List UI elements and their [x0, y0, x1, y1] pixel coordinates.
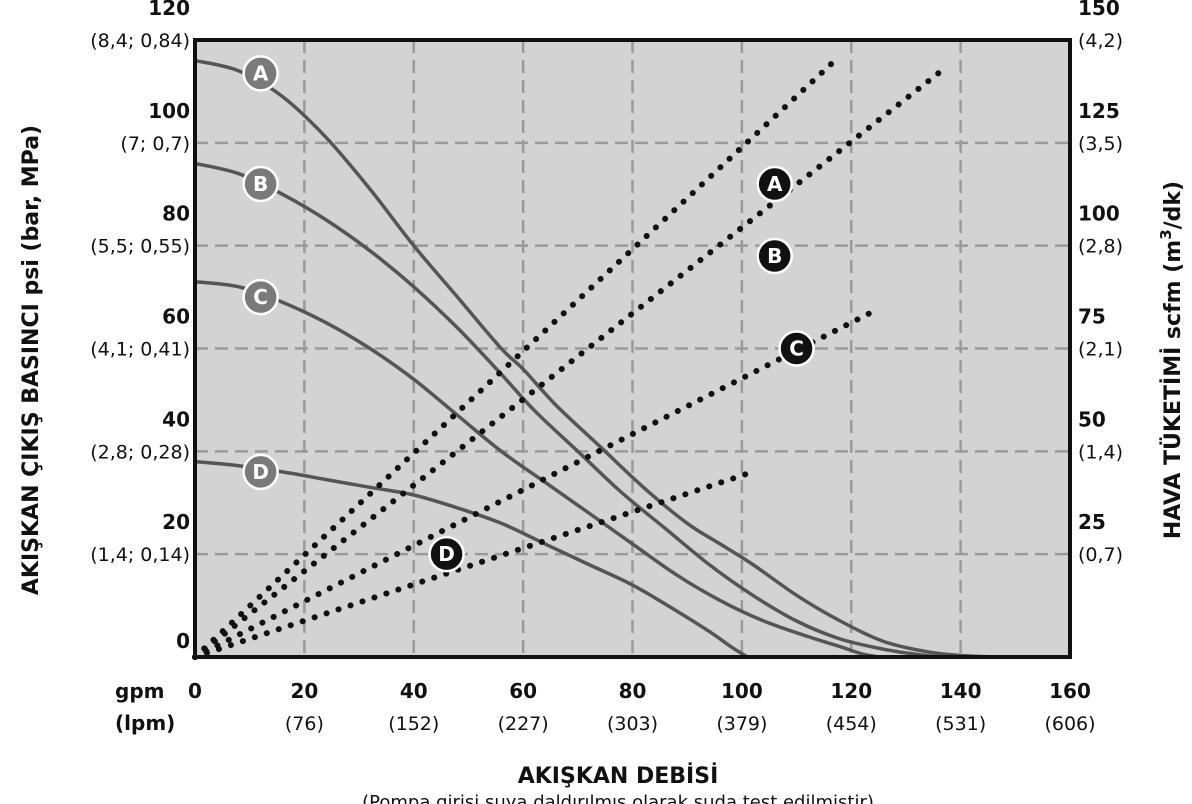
x-axis-ticks: 0 20 (76) 40 (152) 60 (227) 80 (303) 100 (379) 120 (… — [188, 679, 1096, 735]
pressure-marker-d-label: D — [252, 460, 269, 484]
air-marker-d: D — [428, 535, 465, 573]
right-axis-ticks: 25 (0,7) 50 (1,4) 75 (2,1) 100 (2,8) 125 (3,5) 150… — [1078, 0, 1123, 566]
left-tick-sublabel: (8,4; 0,84) — [90, 30, 190, 52]
air-marker-d-circle — [428, 535, 465, 573]
x-tick-sublabel: (606) — [1044, 713, 1095, 735]
right-tick-sublabel: (2,1) — [1078, 339, 1123, 361]
right-tick-sublabel: (3,5) — [1078, 133, 1123, 155]
x-tick-label: 0 — [188, 679, 202, 703]
pressure-marker-b: B — [242, 165, 279, 203]
air-marker-c-circle — [778, 330, 815, 367]
right-tick-sublabel: (2,8) — [1078, 236, 1123, 258]
left-axis-title: AKIŞKAN ÇIKIŞ BASINCI psi (bar, MPa) — [19, 125, 44, 595]
left-tick-sublabel: (2,8; 0,28) — [90, 441, 190, 463]
right-tick-sublabel: (1,4) — [1078, 441, 1123, 463]
x-tick-sublabel: (531) — [935, 713, 986, 735]
pressure-curves — [193, 58, 996, 659]
pressure-marker-b-label: B — [253, 172, 268, 196]
right-axis-title-sup: 3 — [1157, 229, 1175, 239]
air-marker-a-circle — [756, 165, 793, 203]
x-tick-sublabel: (152) — [388, 713, 439, 735]
left-tick-sublabel: (1,4; 0,14) — [90, 544, 190, 566]
pressure-marker-a-circle — [242, 55, 279, 92]
right-tick-label: 50 — [1078, 407, 1106, 431]
x-tick-label: 80 — [619, 679, 647, 703]
x-tick-sublabel: (454) — [826, 713, 877, 735]
air-line-a — [192, 57, 838, 660]
x-tick-sublabel: (227) — [498, 713, 549, 735]
pressure-marker-c-circle — [242, 278, 279, 316]
right-tick-label: 125 — [1078, 99, 1120, 123]
x-tick-sublabel: (303) — [607, 713, 658, 735]
left-tick-label: 120 — [148, 0, 190, 20]
x-tick-sublabel: (76) — [285, 713, 324, 735]
left-tick-sublabel: (4,1; 0,41) — [90, 339, 190, 361]
air-marker-c: C — [778, 330, 815, 367]
left-tick-sublabel: (5,5; 0,55) — [90, 236, 190, 258]
grid-lines — [195, 40, 1070, 657]
chart-note: (Pompa girişi suya daldırılmış olarak su… — [362, 792, 874, 804]
x-tick-label: 120 — [830, 679, 872, 703]
x-tick-sublabel: (379) — [716, 713, 767, 735]
pressure-curve-d — [193, 459, 750, 659]
x-tick-label: 60 — [509, 679, 537, 703]
left-tick-label: 100 — [148, 99, 190, 123]
left-axis-ticks: 0 20 (1,4; 0,14) 40 (2,8; 0,28) 60 (4,1; 0,41)… — [90, 0, 190, 653]
right-axis-title-main: HAVA TÜKETİMİ scfm (m — [1160, 240, 1186, 539]
left-tick-label: 40 — [162, 407, 190, 431]
air-marker-d-label: D — [438, 542, 455, 566]
x-tick-label: 20 — [290, 679, 318, 703]
left-tick-label: 60 — [162, 305, 190, 329]
left-tick-label: 0 — [176, 629, 190, 653]
right-tick-sublabel: (0,7) — [1078, 544, 1123, 566]
x-unit-gpm: gpm — [115, 679, 164, 703]
x-tick-label: 100 — [721, 679, 763, 703]
plot-frame — [193, 38, 1072, 659]
air-marker-a-label: A — [767, 172, 783, 196]
x-axis-title: AKIŞKAN DEBİSİ — [518, 763, 719, 789]
air-marker-a: A — [756, 165, 793, 203]
pressure-marker-b-circle — [242, 165, 279, 203]
right-tick-label: 25 — [1078, 510, 1106, 534]
x-tick-label: 140 — [940, 679, 982, 703]
air-consumption-lines — [192, 57, 942, 660]
pressure-marker-d: D — [242, 453, 279, 491]
right-tick-sublabel: (4,2) — [1078, 30, 1123, 52]
pressure-marker-c-label: C — [253, 285, 268, 309]
pressure-marker-a: A — [242, 55, 279, 92]
x-tick-label: 40 — [400, 679, 428, 703]
x-tick-label: 160 — [1049, 679, 1091, 703]
pressure-marker-d-circle — [242, 453, 279, 491]
left-tick-label: 20 — [162, 510, 190, 534]
right-tick-label: 150 — [1078, 0, 1120, 20]
left-tick-label: 80 — [162, 202, 190, 226]
air-marker-b: B — [756, 237, 793, 275]
left-tick-sublabel: (7; 0,7) — [120, 133, 190, 155]
right-tick-label: 100 — [1078, 202, 1120, 226]
pressure-curve-a — [193, 58, 996, 659]
air-line-d — [192, 468, 756, 660]
pressure-curve-b — [193, 161, 941, 659]
right-tick-label: 75 — [1078, 305, 1106, 329]
right-axis-title: HAVA TÜKETİMİ scfm (m3/dk) — [1157, 181, 1186, 539]
x-unit-lpm: (lpm) — [115, 711, 175, 735]
air-marker-c-label: C — [789, 337, 804, 361]
pressure-marker-c: C — [242, 278, 279, 316]
air-line-c — [192, 308, 877, 660]
pressure-marker-a-label: A — [253, 61, 269, 85]
series-markers: A B C D A B C D — [242, 55, 815, 573]
air-marker-b-label: B — [767, 244, 782, 268]
air-marker-b-circle — [756, 237, 793, 275]
right-axis-title-end: /dk) — [1161, 181, 1186, 229]
pressure-curve-c — [193, 279, 881, 659]
